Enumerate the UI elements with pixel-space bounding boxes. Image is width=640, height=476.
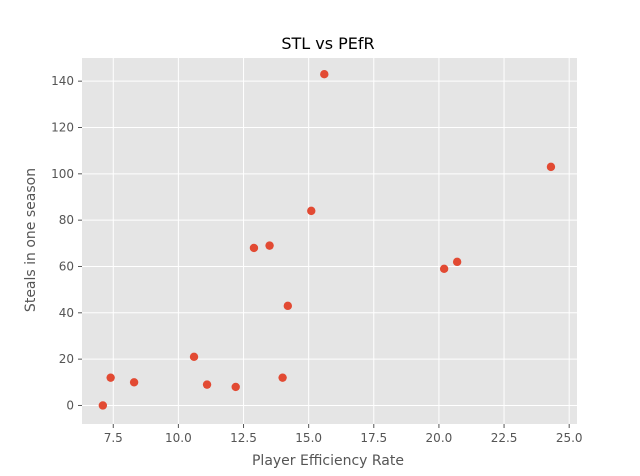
data-point — [320, 70, 329, 79]
chart-title: STL vs PEfR — [281, 34, 374, 53]
y-tick-label: 80 — [59, 213, 74, 227]
data-point — [439, 264, 449, 273]
data-point — [202, 380, 212, 389]
data-point — [452, 257, 462, 267]
x-tick-label: 20.0 — [426, 431, 453, 445]
x-axis-label: Player Efficiency Rate — [252, 453, 404, 469]
data-points — [98, 70, 556, 410]
data-point — [265, 241, 274, 250]
x-tick-label: 7.5 — [104, 431, 123, 445]
grid-lines — [82, 58, 577, 424]
data-point — [98, 401, 108, 410]
data-point — [129, 378, 139, 387]
data-point — [283, 301, 293, 311]
x-tick-label: 10.0 — [165, 431, 192, 445]
x-axis: 7.5 10.0 12.5 15.0 17.5 20.0 22.5 25.0 — [104, 424, 583, 445]
y-tick-label: 0 — [66, 398, 74, 412]
x-tick-label: 12.5 — [230, 431, 257, 445]
y-axis: 0 20 40 60 80 100 120 140 — [51, 74, 82, 412]
x-tick-label: 17.5 — [360, 431, 387, 445]
data-point — [106, 373, 115, 382]
x-tick-label: 25.0 — [556, 431, 583, 445]
y-tick-label: 120 — [51, 120, 74, 134]
data-point — [249, 243, 259, 253]
y-axis-label: Steals in one season — [23, 168, 39, 312]
data-point — [278, 373, 287, 382]
y-tick-label: 140 — [51, 74, 74, 88]
x-tick-label: 15.0 — [295, 431, 322, 445]
data-point — [546, 162, 556, 172]
y-tick-label: 60 — [59, 259, 74, 273]
y-tick-label: 40 — [59, 306, 74, 320]
data-point — [231, 382, 240, 392]
plot-area — [82, 58, 577, 424]
y-tick-label: 20 — [59, 352, 74, 366]
data-point — [189, 352, 199, 362]
data-point — [307, 206, 316, 216]
x-tick-label: 22.5 — [491, 431, 518, 445]
y-tick-label: 100 — [51, 167, 74, 181]
